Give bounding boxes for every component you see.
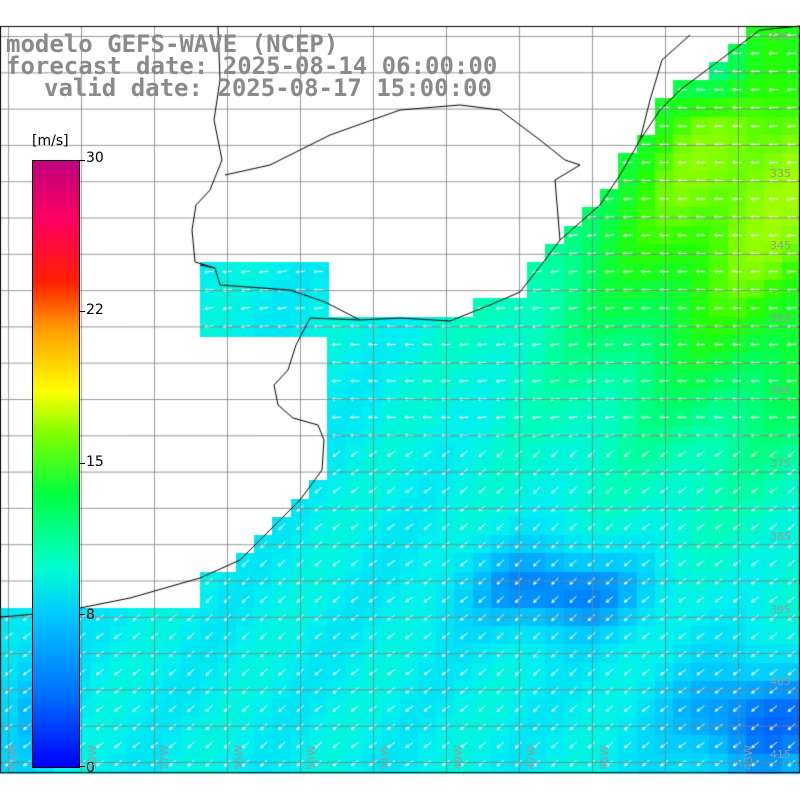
lat-label: 415 (770, 748, 791, 761)
colorbar-tick-0: 0 (86, 760, 95, 776)
colorbar-tick-22: 22 (86, 302, 104, 318)
lon-label: 55W (232, 745, 245, 770)
lon-label: 43W (742, 745, 755, 770)
lon-label: 51W (378, 745, 391, 770)
lon-label: 45W (598, 745, 611, 770)
colorbar-tickline (79, 160, 85, 161)
forecast-date: forecast date: 2025-08-14 06:00:00 (6, 52, 498, 80)
lat-label: 405 (770, 675, 791, 688)
lon-label: 53W (305, 745, 318, 770)
colorbar-tickline (79, 766, 85, 767)
lat-label: 385 (770, 530, 791, 543)
lat-label: 335 (770, 167, 791, 180)
lon-label: 61W (6, 745, 19, 770)
valid-date: valid date: 2025-08-17 15:00:00 (44, 74, 492, 102)
colorbar-tickline (79, 614, 85, 615)
lat-label: 33S (768, 30, 789, 43)
lon-label: 57W (158, 745, 171, 770)
model-title: modelo GEFS-WAVE (NCEP) (6, 30, 339, 58)
lon-label: 47W (525, 745, 538, 770)
lat-label: 355 (770, 312, 791, 325)
lon-label: 59W (86, 745, 99, 770)
colorbar-tickline (79, 311, 85, 312)
colorbar-tickline (79, 463, 85, 464)
lon-label: 49W (452, 745, 465, 770)
lat-label: 345 (770, 239, 791, 252)
lat-label: 395 (770, 603, 791, 616)
colorbar-tick-8: 8 (86, 607, 95, 623)
colorbar-unit: [m/s] (32, 133, 69, 149)
colorbar-tick-30: 30 (86, 150, 104, 166)
lat-label: 365 (770, 384, 791, 397)
colorbar (32, 160, 80, 768)
lat-label: 375 (770, 457, 791, 470)
colorbar-tick-15: 15 (86, 454, 104, 470)
